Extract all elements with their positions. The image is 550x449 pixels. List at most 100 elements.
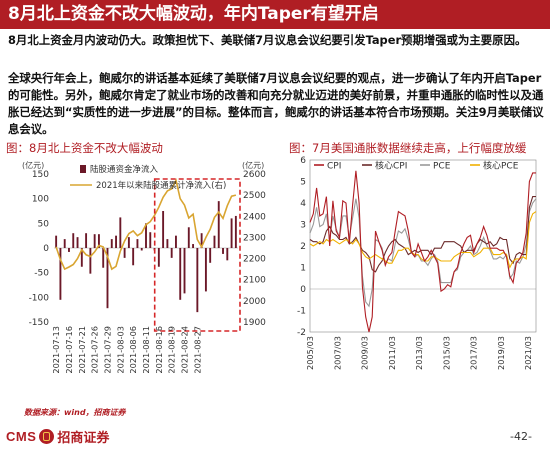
flow-bar <box>59 248 62 300</box>
legend-bar-label: 陆股通资金净流入 <box>90 164 159 175</box>
flow-bar <box>149 232 152 248</box>
left-y-tick-label: 50 <box>38 219 50 229</box>
flow-bar <box>145 223 147 248</box>
x-tick-label: 2017/03 <box>469 336 479 370</box>
flow-bar <box>85 233 88 248</box>
left-chart-title: 图：8月北上资金不改大幅波动 <box>6 141 163 155</box>
flow-bar <box>234 215 237 248</box>
august-highlight-box <box>153 178 241 332</box>
us-inflation-chart: -2 -1 0 1 2 3 4 5 6 CPI 核心CPI PCE 核心PCE 2005/03 2007/0… <box>297 156 537 370</box>
x-tick-label: 2021-08-24 <box>180 326 190 374</box>
flow-bar <box>209 248 212 263</box>
flow-bar <box>63 239 66 248</box>
left-y-tick-label: 150 <box>32 170 49 180</box>
x-tick-label: 2021-07-26 <box>90 326 100 374</box>
flow-bar <box>204 248 207 292</box>
core-pce-line <box>309 211 537 270</box>
flow-bar <box>222 248 224 254</box>
x-tick-label: 2011/03 <box>387 336 397 370</box>
x-tick-label: 2009/03 <box>360 336 370 370</box>
x-tick-label: 2013/03 <box>414 336 424 370</box>
flow-bar <box>217 201 220 248</box>
flow-bar <box>93 234 96 248</box>
legend-label: 核心PCE <box>483 160 519 172</box>
x-tick-label: 2007/03 <box>332 336 342 370</box>
flow-bar <box>110 239 113 248</box>
flow-bar <box>140 248 143 251</box>
flow-bar <box>97 234 100 248</box>
cumulative-flow-line <box>55 177 237 271</box>
flow-bar <box>175 235 177 248</box>
plot-frame <box>309 159 537 333</box>
flow-bar <box>102 248 105 268</box>
legend-label: 核心CPI <box>375 160 407 172</box>
flow-bar <box>192 244 195 248</box>
flow-bar <box>157 248 160 267</box>
x-tick-label: 2021-07-21 <box>77 326 87 374</box>
y-tick-label: 3 <box>300 221 306 231</box>
legend-line-label: 2021年以来陆股通累计净流入(右) <box>96 180 226 191</box>
left-y-tick-label: -150 <box>29 318 50 328</box>
left-axis-unit: (亿元) <box>22 160 44 170</box>
x-tick-label: 2021/03 <box>523 336 533 370</box>
x-tick-label: 2005/03 <box>305 336 315 370</box>
right-y-tick-label: 2000 <box>243 297 266 307</box>
flow-bar <box>127 237 130 248</box>
right-y-tick-label: 1900 <box>243 318 266 328</box>
x-tick-label: 2021-08-19 <box>167 326 177 374</box>
y-tick-label: -1 <box>297 307 306 317</box>
y-tick-label: 0 <box>300 285 306 295</box>
logo-text-en: CMS <box>6 428 37 444</box>
flow-bar <box>179 248 182 300</box>
cpi-line <box>309 170 536 333</box>
flow-bar <box>196 248 199 313</box>
x-tick-label: 2021-07-16 <box>64 326 74 374</box>
flow-bar <box>76 237 79 248</box>
y-tick-label: 2 <box>300 242 306 252</box>
flow-bar <box>166 239 169 248</box>
slide-title: 8月北上资金不改大幅波动，年内Taper有望开启 <box>0 0 550 29</box>
y-tick-label: 6 <box>300 156 306 166</box>
logo-text-cn: 招商证券 <box>57 430 110 446</box>
y-tick-label: -2 <box>297 328 306 338</box>
flow-bar <box>200 233 203 248</box>
flow-bar <box>123 248 126 258</box>
flow-bar <box>213 235 216 248</box>
x-tick-label: 2019/03 <box>496 336 506 370</box>
flow-bar <box>55 235 58 248</box>
flow-bar <box>106 248 109 309</box>
northbound-flow-chart: (亿元) (亿元) -150 -100 -50 0 50 100 150 1900 2000 2100… <box>22 160 266 374</box>
pce-line <box>309 198 537 308</box>
flow-bar <box>72 233 75 248</box>
logo-mark-icon <box>39 428 55 444</box>
right-y-tick-label: 2600 <box>243 170 266 180</box>
x-tick-label: 2021-07-29 <box>102 326 112 374</box>
flow-bar <box>183 248 186 294</box>
paragraph-capital-flow: 8月北上资金月内波动仍大。政策担忧下、美联储7月议息会议纪要引发Taper预期增… <box>8 33 527 47</box>
x-tick-label: 2015/03 <box>441 336 451 370</box>
flow-bar <box>230 218 233 248</box>
x-tick-label: 2021-08-16 <box>154 326 164 374</box>
left-y-tick-label: 0 <box>43 244 49 254</box>
left-y-tick-label: 100 <box>32 195 49 205</box>
right-y-tick-label: 2500 <box>243 191 266 201</box>
flow-bar <box>226 248 229 261</box>
paragraph-powell-speech: 全球央行年会上，鲍威尔的讲话基本延续了美联储7月议息会议纪要的观点，进一步确认了… <box>8 71 544 136</box>
flow-bar <box>170 248 173 258</box>
flow-bar <box>136 239 139 248</box>
y-tick-label: 4 <box>300 199 306 209</box>
right-y-tick-label: 2100 <box>243 276 266 286</box>
data-source: 数据来源：wind，招商证券 <box>24 408 126 417</box>
legend-label: CPI <box>327 162 341 172</box>
left-y-tick-label: -100 <box>29 293 50 303</box>
flow-bar <box>80 248 83 267</box>
flow-bar <box>187 227 190 248</box>
right-chart-title: 图：7月美国通胀数据继续走高，上行幅度放缓 <box>289 141 527 155</box>
right-axis-unit: (亿元) <box>242 160 264 170</box>
right-y-tick-label: 2200 <box>243 255 266 265</box>
y-tick-label: 5 <box>300 178 306 188</box>
right-y-tick-label: 2400 <box>243 212 266 222</box>
page-number: -42- <box>510 430 532 443</box>
flow-bar <box>162 211 165 248</box>
x-tick-label: 2021-08-03 <box>115 326 125 374</box>
